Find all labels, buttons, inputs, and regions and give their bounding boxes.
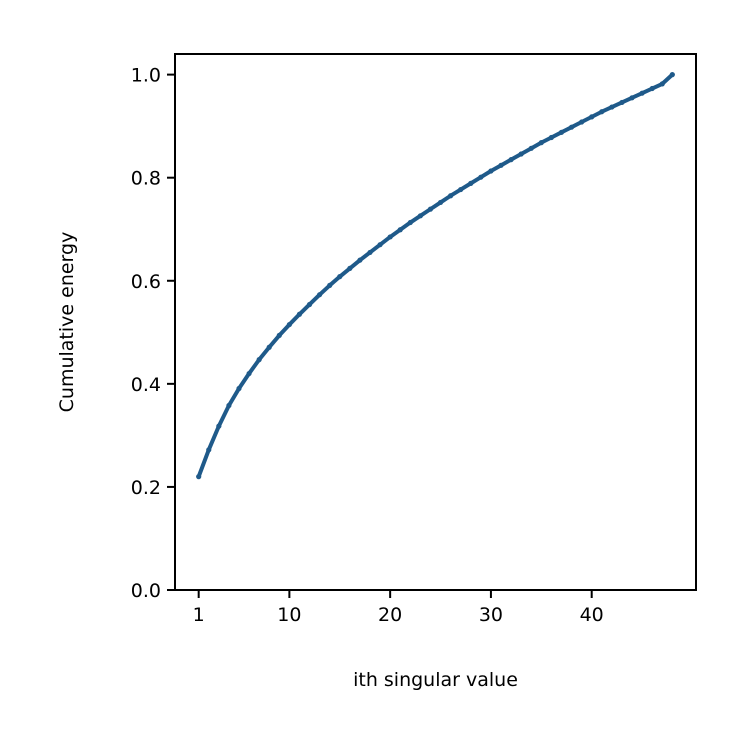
plot-frame bbox=[174, 53, 697, 591]
data-point bbox=[478, 174, 484, 180]
data-point bbox=[417, 213, 423, 219]
x-tick-label: 1 bbox=[193, 604, 205, 626]
data-point bbox=[206, 447, 212, 453]
data-point bbox=[639, 90, 645, 96]
data-point bbox=[387, 234, 393, 240]
y-tick-label: 0.6 bbox=[131, 271, 161, 293]
data-point bbox=[448, 193, 454, 199]
data-point bbox=[619, 99, 625, 106]
data-point bbox=[488, 168, 494, 174]
data-point bbox=[337, 274, 343, 280]
y-axis-label: Cumulative energy bbox=[56, 232, 78, 413]
data-point bbox=[256, 357, 262, 363]
data-point bbox=[317, 292, 323, 298]
x-tick-label: 20 bbox=[378, 604, 402, 626]
data-point bbox=[558, 129, 565, 135]
data-point bbox=[589, 114, 595, 120]
data-point bbox=[538, 140, 544, 146]
data-point bbox=[196, 474, 202, 480]
data-point bbox=[498, 162, 504, 168]
data-point bbox=[599, 109, 605, 115]
data-point bbox=[669, 72, 675, 78]
data-point bbox=[357, 257, 363, 263]
data-point bbox=[266, 344, 272, 350]
data-point bbox=[236, 385, 242, 392]
x-axis-ticks: 1 10 20 30 40 bbox=[193, 590, 604, 626]
y-tick-label: 1.0 bbox=[131, 65, 161, 87]
data-point bbox=[377, 242, 383, 248]
data-point bbox=[629, 95, 635, 101]
data-point bbox=[649, 85, 655, 92]
data-point bbox=[397, 227, 403, 233]
data-point bbox=[296, 311, 303, 317]
data-point bbox=[427, 206, 434, 212]
y-tick-label: 0.0 bbox=[131, 580, 161, 602]
y-axis-ticks: 0.0 0.2 0.4 0.6 0.8 1.0 bbox=[131, 65, 175, 602]
data-point bbox=[407, 219, 413, 226]
data-point bbox=[306, 301, 313, 308]
data-point bbox=[367, 249, 373, 256]
data-point bbox=[609, 104, 615, 110]
x-tick-label: 10 bbox=[277, 604, 301, 626]
data-point bbox=[548, 134, 554, 141]
data-point bbox=[518, 151, 524, 157]
data-point bbox=[659, 81, 665, 87]
series-line bbox=[196, 72, 675, 479]
data-point bbox=[347, 265, 353, 271]
data-point bbox=[327, 282, 333, 289]
data-point bbox=[226, 402, 232, 409]
data-point bbox=[458, 186, 464, 193]
x-tick-label: 40 bbox=[580, 604, 604, 626]
data-point bbox=[276, 332, 282, 338]
data-point bbox=[216, 423, 222, 429]
data-point bbox=[286, 321, 292, 328]
y-tick-label: 0.4 bbox=[131, 374, 161, 396]
y-tick-label: 0.8 bbox=[131, 168, 161, 190]
data-point bbox=[437, 199, 444, 206]
data-point bbox=[246, 370, 252, 377]
series-layer bbox=[196, 72, 675, 480]
x-tick-label: 30 bbox=[479, 604, 503, 626]
y-tick-label: 0.2 bbox=[131, 477, 161, 499]
data-point bbox=[579, 119, 585, 125]
data-point bbox=[508, 157, 514, 163]
data-point bbox=[468, 180, 474, 186]
data-point bbox=[568, 124, 575, 130]
x-axis-label: ith singular value bbox=[353, 669, 518, 691]
data-point bbox=[528, 145, 534, 151]
